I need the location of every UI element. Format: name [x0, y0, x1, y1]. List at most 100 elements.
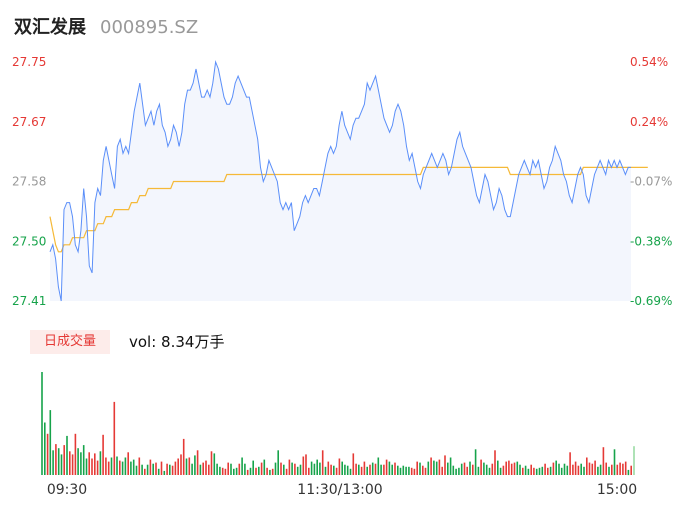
volume-prefix: vol: [129, 333, 162, 351]
volume-bar [305, 454, 307, 475]
volume-bar [377, 457, 380, 475]
volume-bar [335, 467, 338, 475]
volume-bar [233, 468, 235, 475]
volume-bar [352, 453, 355, 475]
volume-bar [541, 466, 544, 475]
volume-bar [127, 452, 129, 475]
volume-bar [538, 467, 541, 475]
price-tick-label: 27.50 [12, 234, 46, 248]
volume-bar [508, 460, 510, 475]
pct-tick-label: 0.24% [630, 115, 668, 129]
volume-bar [205, 460, 207, 475]
stock-name: 双汇发展 [14, 17, 86, 38]
volume-bar [463, 462, 466, 475]
volume-bar [330, 464, 332, 475]
volume-bar [611, 464, 613, 475]
volume-bar [246, 469, 249, 476]
volume-bar [385, 459, 388, 475]
volume-bar [502, 465, 505, 475]
volume-bar [60, 454, 63, 475]
volume-bar [516, 461, 519, 475]
volume-bar [155, 462, 157, 475]
price-tick-label: 27.58 [12, 175, 46, 189]
volume-bar [619, 462, 621, 475]
pct-tick-label: -0.38% [630, 234, 672, 248]
volume-bar [210, 451, 213, 475]
volume-bar [99, 451, 102, 475]
volume-bar [399, 467, 402, 475]
volume-bar [321, 450, 324, 475]
volume-bar [510, 463, 513, 475]
volume-bar [77, 448, 79, 475]
volume-bar [55, 444, 57, 475]
volume-bar [44, 422, 46, 475]
volume-bar [135, 465, 138, 475]
volume-bar [171, 465, 174, 475]
volume-bar [221, 467, 224, 475]
volume-bar [494, 450, 496, 475]
volume-bar [235, 467, 238, 475]
price-line [49, 60, 631, 302]
price-area [50, 62, 631, 301]
volume-bar [57, 448, 60, 475]
volume-bar [355, 463, 357, 475]
volume-bar [191, 463, 193, 475]
volume-bar [185, 458, 188, 475]
volume-bar [280, 462, 282, 475]
volume-tab[interactable]: 日成交量 [30, 330, 110, 354]
volume-bar [266, 467, 268, 475]
volume-bar [605, 462, 607, 475]
volume-bar [346, 465, 349, 475]
volume-bar [116, 456, 118, 475]
volume-bar [74, 433, 77, 475]
volume-bar [391, 464, 393, 475]
volume-bar [182, 438, 185, 475]
volume-bar [408, 466, 410, 475]
volume-bar [249, 467, 252, 475]
volume-bar [624, 461, 627, 475]
volume-bar [285, 468, 288, 475]
volume-bar [499, 467, 502, 475]
volume-panel [41, 372, 635, 476]
volume-bar [455, 468, 457, 475]
volume-bar [469, 461, 471, 475]
volume-bar [283, 464, 285, 475]
volume-bar [324, 466, 327, 475]
volume-bar [572, 464, 574, 475]
volume-bar [363, 461, 366, 475]
volume-bar [413, 468, 416, 475]
volume-bar [144, 468, 146, 475]
volume-bar [563, 463, 566, 475]
volume-bar [485, 464, 488, 475]
volume-bar [169, 464, 171, 475]
time-tick-label: 15:00 [597, 482, 637, 498]
volume-bar [294, 463, 296, 475]
volume-bar [149, 459, 152, 475]
volume-bar [383, 464, 385, 475]
volume-bar [241, 457, 243, 475]
volume-bar [533, 467, 535, 475]
volume-bar [244, 463, 246, 475]
volume-bar [288, 459, 291, 475]
volume-bar [88, 452, 90, 475]
volume-bar [586, 457, 588, 475]
volume-bar [519, 464, 521, 475]
volume-bar [555, 460, 557, 475]
volume-bar [238, 463, 241, 475]
volume-bar [530, 464, 532, 475]
pct-tick-label: 0.54% [630, 55, 668, 69]
volume-bar [560, 467, 563, 475]
volume-bar [366, 466, 368, 475]
volume-bar [157, 468, 160, 475]
volume-bar [424, 467, 427, 475]
volume-bar [219, 466, 221, 475]
volume-bar [613, 449, 616, 476]
volume-bar [49, 410, 52, 475]
price-tick-label: 27.75 [12, 55, 46, 69]
volume-bar [360, 466, 363, 475]
volume-bar [177, 458, 179, 475]
volume-bar [527, 468, 530, 475]
volume-bar [130, 461, 132, 475]
volume-bar [580, 463, 582, 475]
